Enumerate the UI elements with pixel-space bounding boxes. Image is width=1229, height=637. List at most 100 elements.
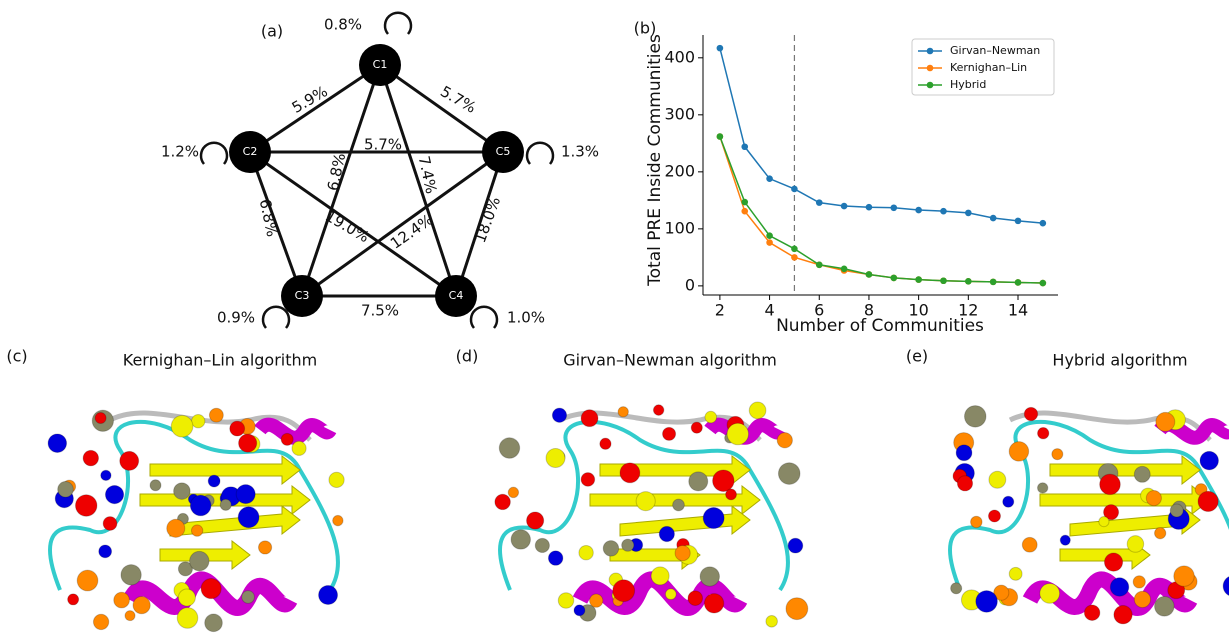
residue-sphere [68,594,79,605]
residue-sphere [971,516,982,527]
data-point [791,254,798,261]
x-tick-label: 2 [715,301,725,320]
data-point [741,208,748,215]
residue-sphere [281,433,293,445]
self-loop [471,307,497,328]
self-loop [263,307,289,328]
data-point [990,279,997,286]
panel-title: Kernighan–Lin algorithm [123,351,317,370]
data-point [816,199,823,206]
data-point [841,265,848,272]
residue-sphere [1100,474,1121,495]
residue-sphere [659,526,674,541]
residue-sphere [171,415,193,437]
residue-sphere [1110,578,1128,596]
self-loop [201,143,227,164]
y-tick-label: 300 [664,104,695,123]
residue-sphere [499,438,519,458]
residue-sphere [101,470,111,480]
residue-sphere [190,495,211,516]
legend-swatch [927,48,934,55]
data-point [940,208,947,215]
node-label: C2 [243,145,258,158]
edge-label: 6.8% [256,197,282,238]
x-tick-label: 12 [958,301,978,320]
legend-label: Girvan–Newman [950,44,1040,57]
x-tick-label: 8 [864,301,874,320]
panel-label: (c) [6,347,27,366]
panel-title: Girvan–Newman algorithm [563,351,777,370]
residue-sphere [150,480,161,491]
legend-label: Hybrid [950,78,986,91]
protein-image [950,406,1229,624]
residue-sphere [1009,567,1022,580]
y-tick-label: 400 [664,47,695,66]
residue-sphere [778,463,800,485]
y-tick-label: 0 [685,275,695,294]
y-axis-label: Total PRE Inside Communities [645,34,665,287]
data-point [741,199,748,206]
residue-sphere [178,589,195,606]
residue-sphere [688,591,703,606]
data-point [741,143,748,150]
residue-sphere [552,408,566,422]
residue-sphere [48,434,66,452]
residue-sphere [581,410,598,427]
residue-sphere [957,476,972,491]
residue-sphere [766,616,778,628]
residue-sphere [749,402,766,419]
residue-sphere [786,598,808,620]
residue-sphere [133,597,150,614]
loop-label: 1.0% [507,309,545,327]
edge [250,65,380,152]
residue-sphere [239,434,257,452]
residue-sphere [1003,496,1014,507]
residue-sphere [1174,566,1194,586]
residue-sphere [1155,596,1175,616]
residue-sphere [58,482,74,498]
residue-sphere [1040,583,1060,603]
residue-sphere [292,441,306,455]
residue-sphere [622,539,634,551]
data-point [1040,280,1047,287]
residue-sphere [653,405,664,416]
data-point [1015,218,1022,225]
protein-image [48,408,344,631]
node-label: C5 [496,145,511,158]
residue-sphere [1009,442,1029,462]
residue-sphere [788,538,803,553]
residue-sphere [121,565,141,585]
residue-sphere [726,489,737,500]
residue-sphere [1084,605,1099,620]
data-point [1015,279,1022,286]
data-point [915,276,922,283]
protein-image [495,402,808,627]
residue-sphere [230,421,245,436]
loop-label: 0.8% [324,16,362,34]
residue-sphere [83,450,98,465]
residue-sphere [620,463,640,483]
residue-sphere [1198,491,1218,511]
residue-sphere [964,406,986,428]
figure: (a) (b) Number of Communities Total PRE … [0,0,1229,637]
loop-label: 1.2% [161,143,199,161]
residue-sphere [93,614,108,629]
residue-sphere [99,545,112,558]
x-axis-label: Number of Communities [776,316,984,336]
residue-sphere [208,475,220,487]
data-point [866,204,873,211]
loop-label: 0.9% [217,309,255,327]
residue-sphere [1037,483,1047,493]
residue-sphere [192,415,205,428]
residue-sphere [191,525,202,536]
residue-sphere [636,492,655,511]
residue-sphere [1022,537,1037,552]
residue-sphere [618,407,628,417]
residue-sphere [105,485,123,503]
data-point [816,261,823,268]
y-tick-label: 200 [664,161,695,180]
data-point [890,275,897,282]
residue-sphere [238,507,259,528]
data-point [717,45,724,52]
residue-sphere [120,451,139,470]
